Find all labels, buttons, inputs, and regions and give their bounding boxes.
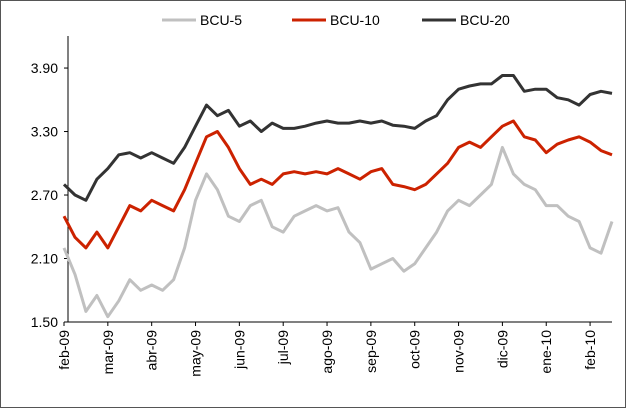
series-line (62, 145, 614, 319)
y-tick-label: 2.10 (31, 251, 58, 267)
x-tick-label: feb-10 (582, 330, 598, 370)
x-tick-label: oct-09 (407, 330, 423, 369)
x-tick-label: may-09 (188, 330, 204, 377)
legend-label: BCU-20 (460, 12, 510, 28)
legend-label: BCU-10 (330, 12, 380, 28)
legend-label: BCU-5 (200, 12, 242, 28)
x-tick-label: feb-09 (56, 330, 72, 370)
x-tick-label: nov-09 (451, 330, 467, 373)
x-tick-label: sep-09 (363, 330, 379, 373)
x-tick-label: mar-09 (100, 330, 116, 375)
x-tick-label: jun-09 (231, 330, 247, 370)
y-tick-label: 2.70 (31, 187, 58, 203)
x-tick-label: abr-09 (144, 330, 160, 371)
series-line (62, 74, 613, 202)
x-tick-label: jul-09 (275, 330, 291, 365)
y-tick-label: 3.30 (31, 124, 58, 140)
y-tick-label: 1.50 (31, 314, 58, 330)
y-tick-label: 3.90 (31, 60, 58, 76)
x-tick-label: ene-10 (538, 330, 554, 374)
x-tick-label: dic-09 (494, 330, 510, 368)
series-line (62, 119, 613, 250)
x-tick-label: ago-09 (319, 330, 335, 374)
